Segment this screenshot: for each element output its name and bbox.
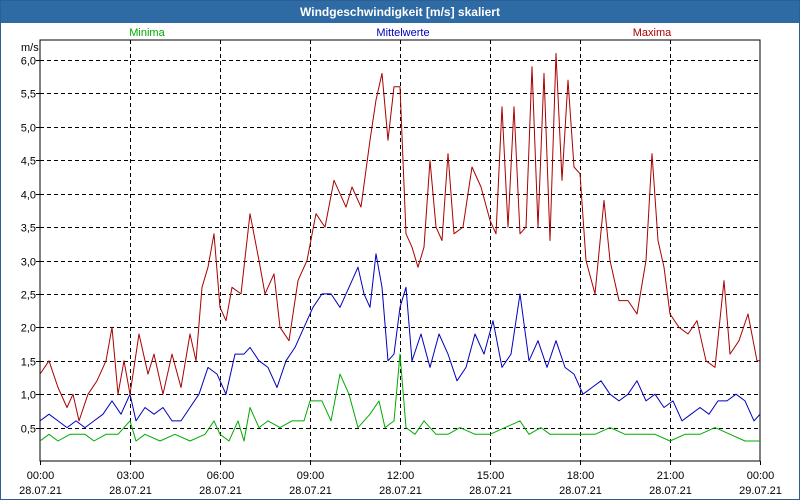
x-tick-date-label: 28.07.21 [379, 485, 422, 497]
x-tick-date-label: 29.07.21 [739, 485, 782, 497]
x-tick-date-label: 28.07.21 [289, 485, 332, 497]
x-tick-time-label: 15:00 [477, 470, 505, 482]
x-tick-time-label: 06:00 [207, 470, 235, 482]
title-bar: Windgeschwindigkeit [m/s] skaliert [1, 1, 799, 23]
y-axis-label: m/s [21, 42, 39, 54]
x-tick-time-label: 00:00 [747, 470, 775, 482]
y-tick-label: 1,0 [21, 390, 36, 402]
x-tick-date-label: 28.07.21 [469, 485, 512, 497]
x-tick-time-label: 03:00 [117, 470, 145, 482]
series-line-mittelwerte [40, 253, 760, 429]
x-tick-time-label: 18:00 [567, 470, 595, 482]
series-line-minima [40, 353, 760, 442]
x-tick-date-label: 28.07.21 [199, 485, 242, 497]
series-line-maxima [40, 52, 760, 422]
y-tick-label: 5,0 [21, 123, 36, 135]
x-tick-date-label: 28.07.21 [559, 485, 602, 497]
y-tick-label: 3,0 [21, 257, 36, 269]
chart-title: Windgeschwindigkeit [m/s] skaliert [300, 5, 500, 19]
legend-label-maxima: Maxima [633, 27, 672, 39]
y-tick-label: 1,5 [21, 357, 36, 369]
x-tick-time-label: 21:00 [657, 470, 685, 482]
y-tick-label: 6,0 [21, 56, 36, 68]
x-tick-time-label: 00:00 [27, 470, 55, 482]
y-tick-label: 4,5 [21, 156, 36, 168]
y-tick-label: 3,5 [21, 223, 36, 235]
y-tick-label: 0,5 [21, 424, 36, 436]
y-tick-label: 2,0 [21, 323, 36, 335]
y-tick-label: 4,0 [21, 190, 36, 202]
x-tick-date-label: 28.07.21 [19, 485, 62, 497]
x-tick-time-label: 12:00 [387, 470, 415, 482]
legend-label-minima: Minima [129, 27, 165, 39]
x-tick-date-label: 28.07.21 [649, 485, 692, 497]
x-tick-date-label: 28.07.21 [109, 485, 152, 497]
x-tick-time-label: 09:00 [297, 470, 325, 482]
y-tick-label: 5,5 [21, 89, 36, 101]
y-tick-label: 2,5 [21, 290, 36, 302]
legend-label-mittelwerte: Mittelwerte [376, 27, 429, 39]
